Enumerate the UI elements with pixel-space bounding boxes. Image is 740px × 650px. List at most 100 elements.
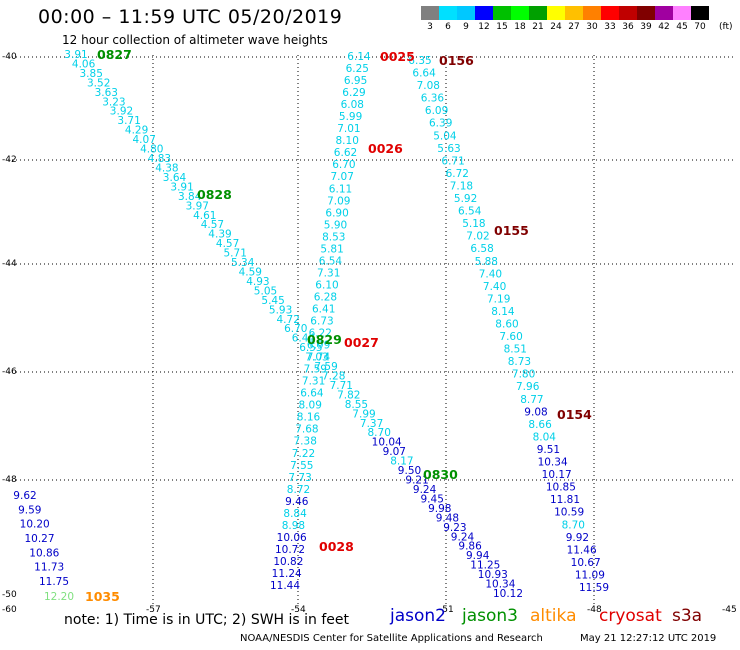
wave-height-value: 10.59 [554,507,584,519]
wave-height-value: 8.70 [562,519,585,531]
wave-height-value: 8.60 [495,319,518,331]
scale-label: 33 [604,22,616,32]
wave-height-value: 4.72 [277,314,300,326]
wave-height-value: 10.72 [275,544,305,556]
wave-height-value: 10.20 [20,519,50,531]
scale-swatch [439,6,457,20]
scale-label: 12 [478,22,490,32]
wave-height-value: 7.68 [295,424,318,436]
wave-height-value: 6.64 [300,388,324,400]
wave-height-value: 7.71 [330,380,353,392]
track-time-label: 0827 [97,47,132,62]
wave-height-value: 6.71 [441,155,464,167]
scale-label: 27 [568,22,580,32]
wave-height-value: 10.04 [372,437,402,449]
wave-height-value: 4.80 [140,144,163,156]
wave-height-value: 7.59 [314,361,337,373]
track-time-label: 1035 [85,589,120,604]
scale-swatch [673,6,691,20]
wave-height-value: 10.17 [542,469,572,481]
wave-height-value: 11.75 [39,576,69,588]
wave-height-value: 4.06 [72,59,96,71]
scale-swatch [583,6,601,20]
lat-tick-label: -50 [2,590,17,600]
wave-height-value: 9.23 [443,522,466,534]
scale-swatch [493,6,511,20]
wave-height-value: 4.57 [216,238,239,250]
scale-label: 21 [532,22,544,32]
wave-height-value: 5.04 [433,130,457,142]
lat-lon-grid [8,55,735,606]
wave-height-value: 10.85 [546,482,576,494]
wave-height-value: 5.93 [269,304,292,316]
wave-height-value: 8.09 [299,400,322,412]
wave-height-value: 4.83 [148,153,171,165]
wave-height-value: 11.81 [550,494,580,506]
track-time-label: 0828 [197,187,232,202]
scale-label: 30 [586,22,598,32]
wave-height-value: 10.82 [273,556,303,568]
wave-height-value: 6.28 [314,292,337,304]
wave-height-value: 9.07 [383,446,406,458]
wave-height-value: 7.74 [307,352,331,364]
track-time-label: 0155 [494,223,529,238]
wave-height-value: 5.88 [475,256,498,268]
legend-cryosat: cryosat [599,606,662,626]
satellite-tracks: 3.914.063.853.523.633.233.923.714.294.07… [13,49,609,603]
wave-height-value: 8.53 [322,231,345,243]
wave-height-value: 5.18 [462,218,485,230]
wave-height-value: 5.99 [339,111,362,123]
wave-height-value: 4.61 [193,210,216,222]
wave-height-value: 8.98 [282,520,305,532]
lon-tick-label: -57 [146,605,161,615]
wave-height-value: 10.34 [538,457,568,469]
wave-height-value: 3.52 [87,77,110,89]
lat-tick-label: -44 [2,259,17,269]
scale-swatch [691,6,709,20]
wave-height-value: 11.59 [579,582,609,594]
wave-height-value: 7.22 [292,448,315,460]
wave-height-value: 6.14 [347,51,371,63]
wave-height-value: 10.27 [24,533,54,545]
scale-label: 3 [427,22,433,32]
wave-height-value: 8.72 [287,484,310,496]
wave-height-value: 6.62 [334,147,357,159]
wave-height-value: 6.70 [284,323,307,335]
scale-swatch [565,6,583,20]
wave-height-value: 7.59 [304,364,327,376]
wave-height-value: 6.95 [344,75,367,87]
lon-tick-label: -48 [587,605,602,615]
legend-altika: altika [530,606,577,626]
wave-height-value: 7.07 [331,171,354,183]
wave-height-value: 8.70 [368,427,391,439]
wave-height-value: 6.54 [319,255,343,267]
wave-height-value: 7.18 [450,181,473,193]
wave-height-value: 5.71 [224,248,247,260]
wave-height-value: 9.98 [428,503,451,515]
wave-height-value: 6.25 [346,63,369,75]
wave-height-value: 8.51 [504,344,527,356]
wave-height-value: 9.92 [566,532,589,544]
lon-tick-label: -54 [291,605,306,615]
wave-height-value: 8.16 [297,412,321,424]
scale-swatch [475,6,493,20]
wave-height-value: 3.91 [170,181,193,193]
page-title: 00:00 – 11:59 UTC 05/20/2019 [38,6,343,28]
wave-height-value: 8.66 [528,419,552,431]
lat-tick-label: -42 [2,155,17,165]
wave-height-value: 8.04 [533,431,557,443]
scale-label: 24 [550,22,562,32]
wave-height-value: 8.17 [390,456,413,468]
wave-height-value: 4.39 [208,229,231,241]
wave-height-value: 9.62 [13,490,36,502]
lat-tick-label: -48 [2,475,17,485]
scale-label: 36 [622,22,634,32]
wave-height-value: 8.84 [283,508,307,520]
wave-height-value: 6.36 [421,93,445,105]
wave-height-value: 7.38 [294,436,317,448]
scale-label: 6 [445,22,451,32]
wave-height-value: 6.72 [446,168,469,180]
wave-height-value: 7.31 [317,267,340,279]
